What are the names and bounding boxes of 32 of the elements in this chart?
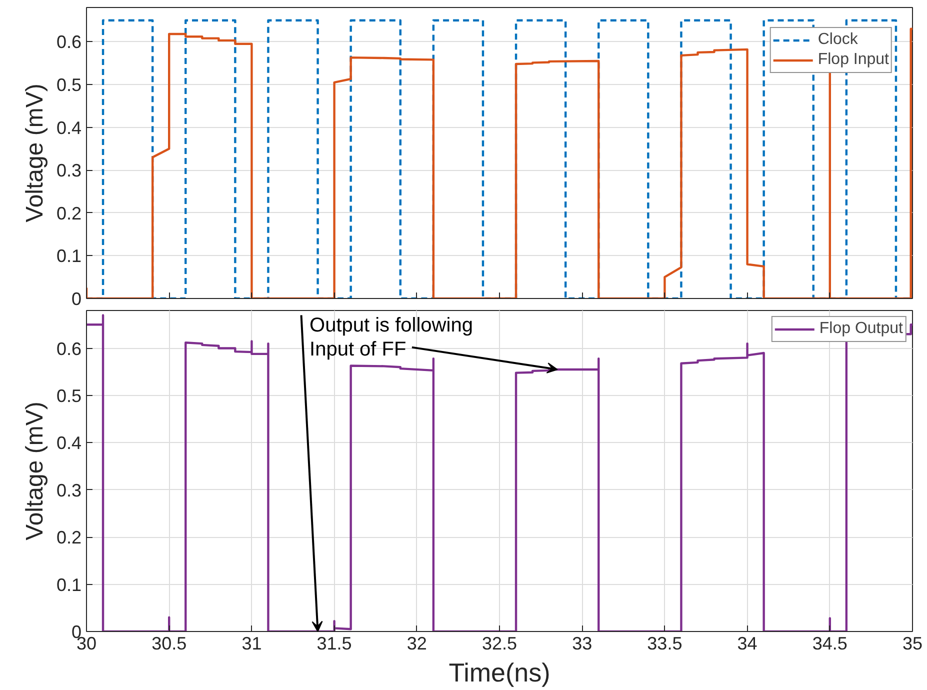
y-tick-label: 0 [71,289,82,309]
y-axis-title: Voltage (mV) [21,402,48,540]
y-tick-label: 0.2 [56,203,82,224]
y-tick-label: 0.3 [56,480,82,500]
y-tick-label: 0.5 [56,386,82,406]
x-tick-label: 31.5 [316,634,352,654]
x-tick-label: 32 [406,634,427,654]
x-axis-title: Time(ns) [448,658,550,688]
legend-label: Clock [818,31,858,49]
x-tick-label: 35 [902,634,923,654]
y-tick-label: 0.5 [56,75,82,96]
y-tick-label: 0.4 [56,433,82,454]
legend-label: Flop Output [819,320,903,338]
x-tick-label: 32.5 [482,634,518,654]
annotation: Input of FF [310,338,406,360]
y-tick-label: 0.6 [56,32,82,52]
x-tick-label: 30.5 [152,634,187,654]
x-tick-label: 31 [242,634,262,654]
y-tick-label: 0.1 [56,574,82,595]
y-tick-label: 0.3 [56,160,82,181]
x-tick-label: 34 [737,634,758,654]
y-tick-label: 0.1 [56,246,82,266]
y-tick-label: 0.4 [56,118,82,138]
x-tick-label: 33.5 [647,634,682,654]
legend-label: Flop Input [818,51,889,69]
annotation: Output is following [310,314,473,336]
y-tick-label: 0.6 [56,338,82,359]
x-tick-label: 33 [572,634,592,654]
x-tick-label: 34.5 [812,634,848,654]
y-axis-title: Voltage (mV) [21,84,48,222]
y-tick-label: 0.2 [56,528,82,548]
line-series [86,314,912,632]
